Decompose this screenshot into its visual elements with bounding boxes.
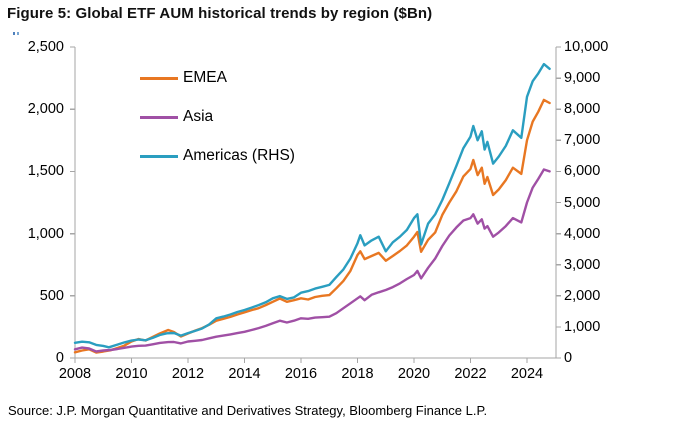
right-axis-tick-label: 10,000 [564,39,609,55]
x-axis-tick-label: 2012 [171,366,205,382]
right-axis-tick-label: 2,000 [564,287,601,304]
x-axis-tick-label: 2022 [454,366,487,382]
right-axis-tick-label: 6,000 [564,163,601,180]
x-axis-tick-label: 2010 [115,366,148,382]
legend: EMEA Asia Americas (RHS) [140,68,295,185]
x-axis-tick-label: 2020 [397,366,431,382]
right-axis-tick-label: 3,000 [564,256,601,273]
x-axis-tick-label: 2024 [510,366,544,382]
x-axis-tick-label: 2016 [284,366,318,382]
left-axis-tick-label: 2,000 [27,101,64,118]
x-axis-tick-label: 2008 [58,366,92,382]
right-axis-tick-label: 5,000 [564,194,601,211]
legend-item-asia: Asia [140,107,295,127]
left-axis-tick-label: 2,500 [27,39,64,55]
series-line-americas-rhs [73,62,551,349]
legend-swatch-emea [140,76,178,80]
figure-title: Figure 5: Global ETF AUM historical tren… [7,5,433,22]
left-axis-tick-label: 1,500 [27,163,64,180]
right-axis-tick-label: 0 [564,350,573,366]
legend-item-americas: Americas (RHS) [140,146,295,166]
left-axis-tick-label: 1,000 [27,225,64,242]
legend-label-emea: EMEA [183,69,227,86]
left-axis-tick-label: 0 [55,350,64,366]
stray-mark-icon [13,32,20,37]
x-axis-tick-label: 2014 [228,366,261,382]
legend-label-asia: Asia [183,108,214,125]
source-note: Source: J.P. Morgan Quantitative and Der… [8,403,488,418]
right-axis-tick-label: 7,000 [564,132,601,149]
left-axis-tick-label: 500 [39,287,64,304]
legend-swatch-americas [140,154,178,158]
right-axis-tick-label: 1,000 [564,318,601,335]
x-axis-tick-label: 2018 [341,366,374,382]
legend-label-americas: Americas (RHS) [183,147,295,164]
right-axis-tick-label: 9,000 [564,70,601,87]
right-axis-tick-label: 8,000 [564,101,601,118]
series-line-emea [73,98,551,354]
legend-item-emea: EMEA [140,68,295,88]
series-line-asia [73,168,551,353]
legend-swatch-asia [140,115,178,119]
right-axis-tick-label: 4,000 [564,225,601,242]
